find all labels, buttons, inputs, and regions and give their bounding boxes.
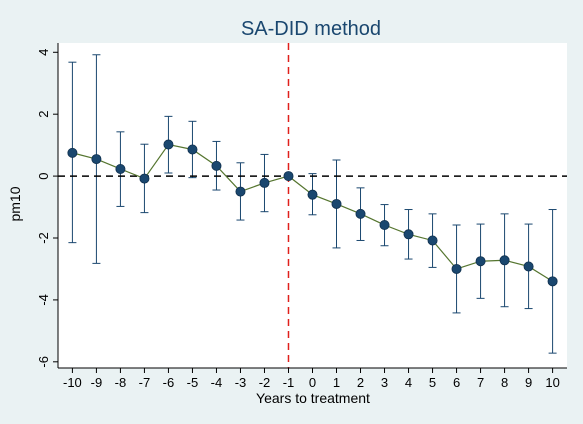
x-tick-label: 3 xyxy=(381,375,388,390)
estimate-point xyxy=(67,147,78,158)
estimate-point xyxy=(283,171,294,182)
x-tick-label: -4 xyxy=(211,375,223,390)
estimate-point xyxy=(427,235,438,246)
x-tick-label: -3 xyxy=(235,375,247,390)
x-tick-label: -10 xyxy=(63,375,82,390)
estimate-point xyxy=(139,173,150,184)
estimate-point xyxy=(355,208,366,219)
chart-title: SA-DID method xyxy=(241,18,381,40)
x-tick-label: -6 xyxy=(163,375,175,390)
y-tick-label: -4 xyxy=(36,294,51,306)
x-tick-label: 10 xyxy=(545,375,559,390)
x-tick-label: 0 xyxy=(309,375,316,390)
y-tick-label: 0 xyxy=(36,172,51,179)
x-tick-label: 1 xyxy=(333,375,340,390)
estimate-point xyxy=(211,160,222,171)
x-tick-label: -1 xyxy=(283,375,295,390)
estimate-point xyxy=(307,189,318,200)
y-tick-label: -6 xyxy=(36,356,51,368)
estimate-point xyxy=(91,154,102,165)
x-tick-label: 9 xyxy=(525,375,532,390)
estimate-point xyxy=(259,177,270,188)
x-tick-label: -2 xyxy=(259,375,271,390)
estimate-points xyxy=(67,139,558,287)
estimate-point xyxy=(403,229,414,240)
x-axis-label: Years to treatment xyxy=(256,390,370,406)
x-tick-label: -5 xyxy=(187,375,199,390)
y-axis-label: pm10 xyxy=(7,186,23,221)
y-tick-label: 2 xyxy=(36,111,51,118)
x-tick-label: 8 xyxy=(501,375,508,390)
estimate-point xyxy=(499,255,510,266)
estimate-point xyxy=(547,276,558,287)
estimate-point xyxy=(523,261,534,272)
estimate-point xyxy=(115,163,126,174)
x-tick-label: -8 xyxy=(115,375,127,390)
estimate-point xyxy=(235,186,246,197)
y-tick-label: 4 xyxy=(36,49,51,56)
estimate-point xyxy=(475,256,486,267)
estimate-point xyxy=(379,219,390,230)
x-tick-label: -7 xyxy=(139,375,151,390)
estimate-point xyxy=(163,139,174,150)
y-tick-label: -2 xyxy=(36,232,51,244)
x-tick-label: 4 xyxy=(405,375,412,390)
estimate-point xyxy=(331,198,342,209)
x-tick-label: 7 xyxy=(477,375,484,390)
x-tick-label: 2 xyxy=(357,375,364,390)
x-tick-label: 5 xyxy=(429,375,436,390)
estimate-point xyxy=(187,144,198,155)
x-tick-label: 6 xyxy=(453,375,460,390)
x-tick-label: -9 xyxy=(91,375,103,390)
estimate-point xyxy=(451,263,462,274)
